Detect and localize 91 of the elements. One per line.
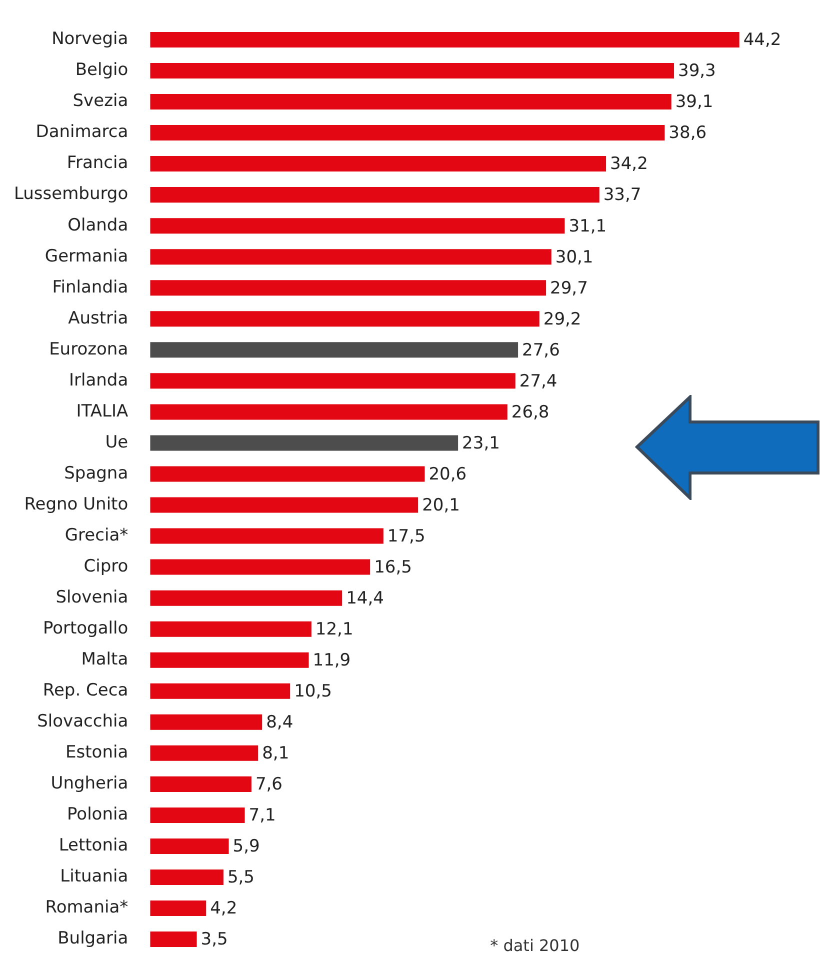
y-tick-label: Ungheria	[50, 774, 128, 794]
bar	[150, 652, 309, 668]
bar	[150, 311, 540, 327]
bar	[150, 528, 384, 544]
y-tick-label: ITALIA	[76, 401, 128, 422]
data-label: 34,2	[610, 154, 648, 174]
data-label: 44,2	[743, 30, 782, 50]
data-label: 8,1	[262, 744, 290, 764]
bar	[150, 125, 665, 141]
data-label: 27,6	[522, 340, 560, 360]
data-label: 39,3	[678, 61, 716, 82]
y-tick-label: Austria	[68, 308, 128, 328]
y-tick-label: Slovenia	[56, 587, 128, 608]
bar	[150, 435, 458, 451]
bar	[150, 621, 312, 637]
data-label: 5,5	[227, 868, 254, 888]
data-label: 10,5	[294, 682, 332, 702]
y-tick-label: Cipro	[84, 556, 128, 576]
y-tick-label: Estonia	[66, 742, 128, 763]
y-tick-label: Lussemburgo	[14, 184, 128, 204]
bar	[150, 838, 229, 854]
data-label: 20,6	[428, 464, 467, 484]
bar	[150, 714, 262, 730]
bar	[150, 342, 518, 358]
y-tick-label: Spagna	[64, 463, 128, 484]
data-label: 20,1	[422, 495, 460, 516]
bar	[150, 218, 565, 234]
y-tick-label: Slovacchia	[37, 712, 128, 732]
y-tick-label: Irlanda	[68, 370, 128, 390]
data-label: 27,4	[519, 371, 558, 392]
bar	[150, 94, 672, 110]
bar	[150, 32, 740, 48]
bar	[150, 497, 418, 513]
y-tick-label: Olanda	[68, 215, 128, 236]
bar	[150, 187, 600, 203]
data-label: 30,1	[555, 247, 594, 268]
data-label: 7,6	[255, 774, 282, 795]
annotation: * dati 2010	[490, 936, 580, 955]
y-tick-label: Malta	[81, 650, 128, 670]
y-tick-label: Svezia	[72, 91, 128, 112]
bar	[150, 62, 674, 78]
data-label: 12,1	[315, 620, 354, 640]
data-label: 5,9	[232, 836, 260, 857]
y-tick-label: Bulgaria	[58, 928, 128, 949]
bar	[150, 559, 370, 575]
bar	[150, 373, 516, 389]
bar	[150, 404, 508, 420]
data-label: 7,1	[248, 806, 276, 826]
data-label: 17,5	[387, 526, 426, 546]
y-tick-label: Eurozona	[49, 339, 128, 360]
data-label: 33,7	[603, 185, 642, 206]
bar	[150, 745, 258, 761]
y-tick-label: Finlandia	[52, 277, 128, 298]
bar	[150, 776, 252, 792]
bar	[150, 932, 197, 948]
bar	[150, 807, 245, 823]
y-tick-label: Lituania	[60, 866, 128, 887]
y-tick-label: Norvegia	[52, 29, 128, 50]
y-tick-label: Romania*	[45, 898, 128, 918]
y-tick-label: Polonia	[67, 804, 128, 825]
y-tick-label: Belgio	[75, 60, 128, 80]
data-label: 8,4	[266, 712, 294, 733]
data-label: 29,7	[550, 278, 588, 298]
bar	[150, 466, 425, 482]
y-tick-label: Ue	[105, 432, 128, 452]
y-tick-label: Germania	[44, 246, 128, 266]
bar	[150, 249, 552, 265]
y-tick-label: Danimarca	[36, 122, 128, 142]
y-tick-label: Francia	[66, 153, 128, 174]
bar	[150, 683, 290, 699]
data-label: 26,8	[511, 402, 550, 422]
bar	[150, 900, 206, 916]
bar	[150, 590, 342, 606]
y-tick-label: Portogallo	[42, 618, 128, 639]
data-label: 29,2	[543, 309, 582, 330]
y-tick-label: Rep. Ceca	[42, 680, 128, 701]
y-tick-label: Lettonia	[58, 836, 128, 856]
data-label: 39,1	[675, 92, 714, 112]
data-label: 4,2	[210, 898, 238, 919]
data-label: 11,9	[312, 650, 351, 671]
bar	[150, 280, 546, 296]
data-label: 14,4	[346, 588, 384, 608]
y-tick-label: Grecia*	[64, 525, 128, 546]
data-label: 3,5	[200, 930, 228, 950]
bar	[150, 869, 224, 886]
data-label: 31,1	[568, 216, 607, 236]
data-label: 16,5	[374, 557, 412, 578]
data-label: 23,1	[462, 433, 500, 454]
bar	[150, 156, 606, 172]
y-tick-label: Regno Unito	[24, 494, 128, 514]
data-label: 38,6	[668, 123, 707, 144]
